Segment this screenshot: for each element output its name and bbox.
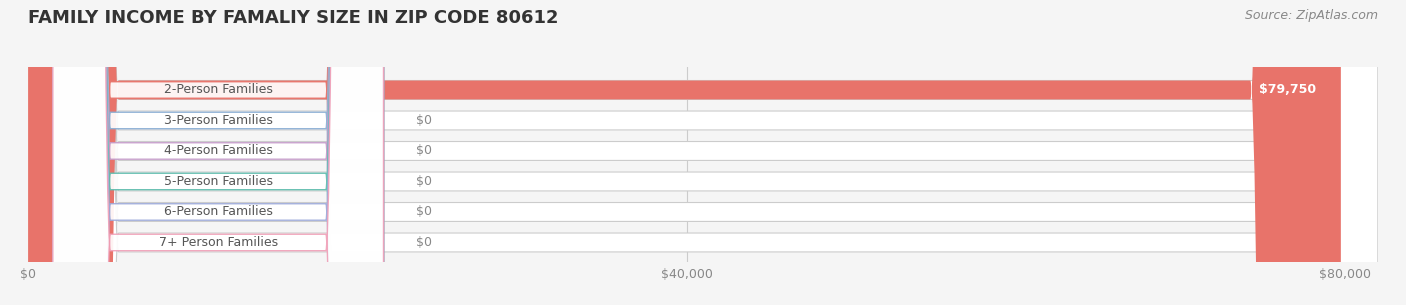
Text: 2-Person Families: 2-Person Families <box>163 84 273 96</box>
Text: $79,750: $79,750 <box>1258 84 1316 96</box>
FancyBboxPatch shape <box>28 0 1378 305</box>
FancyBboxPatch shape <box>28 0 1378 305</box>
FancyBboxPatch shape <box>28 0 1378 305</box>
Text: FAMILY INCOME BY FAMALIY SIZE IN ZIP CODE 80612: FAMILY INCOME BY FAMALIY SIZE IN ZIP COD… <box>28 9 558 27</box>
Text: $0: $0 <box>416 175 433 188</box>
FancyBboxPatch shape <box>53 0 384 305</box>
FancyBboxPatch shape <box>53 0 384 305</box>
FancyBboxPatch shape <box>28 0 1378 305</box>
FancyBboxPatch shape <box>28 0 1378 305</box>
Text: 5-Person Families: 5-Person Families <box>163 175 273 188</box>
FancyBboxPatch shape <box>53 0 384 305</box>
FancyBboxPatch shape <box>53 0 384 305</box>
Text: 4-Person Families: 4-Person Families <box>163 145 273 157</box>
Text: $0: $0 <box>416 114 433 127</box>
FancyBboxPatch shape <box>28 0 1378 305</box>
FancyBboxPatch shape <box>53 0 384 305</box>
Text: $0: $0 <box>416 145 433 157</box>
Text: $0: $0 <box>416 236 433 249</box>
FancyBboxPatch shape <box>53 0 384 305</box>
FancyBboxPatch shape <box>28 0 1341 305</box>
Text: 3-Person Families: 3-Person Families <box>163 114 273 127</box>
Text: $0: $0 <box>416 206 433 218</box>
Text: 6-Person Families: 6-Person Families <box>163 206 273 218</box>
Text: 7+ Person Families: 7+ Person Families <box>159 236 278 249</box>
Text: Source: ZipAtlas.com: Source: ZipAtlas.com <box>1244 9 1378 22</box>
